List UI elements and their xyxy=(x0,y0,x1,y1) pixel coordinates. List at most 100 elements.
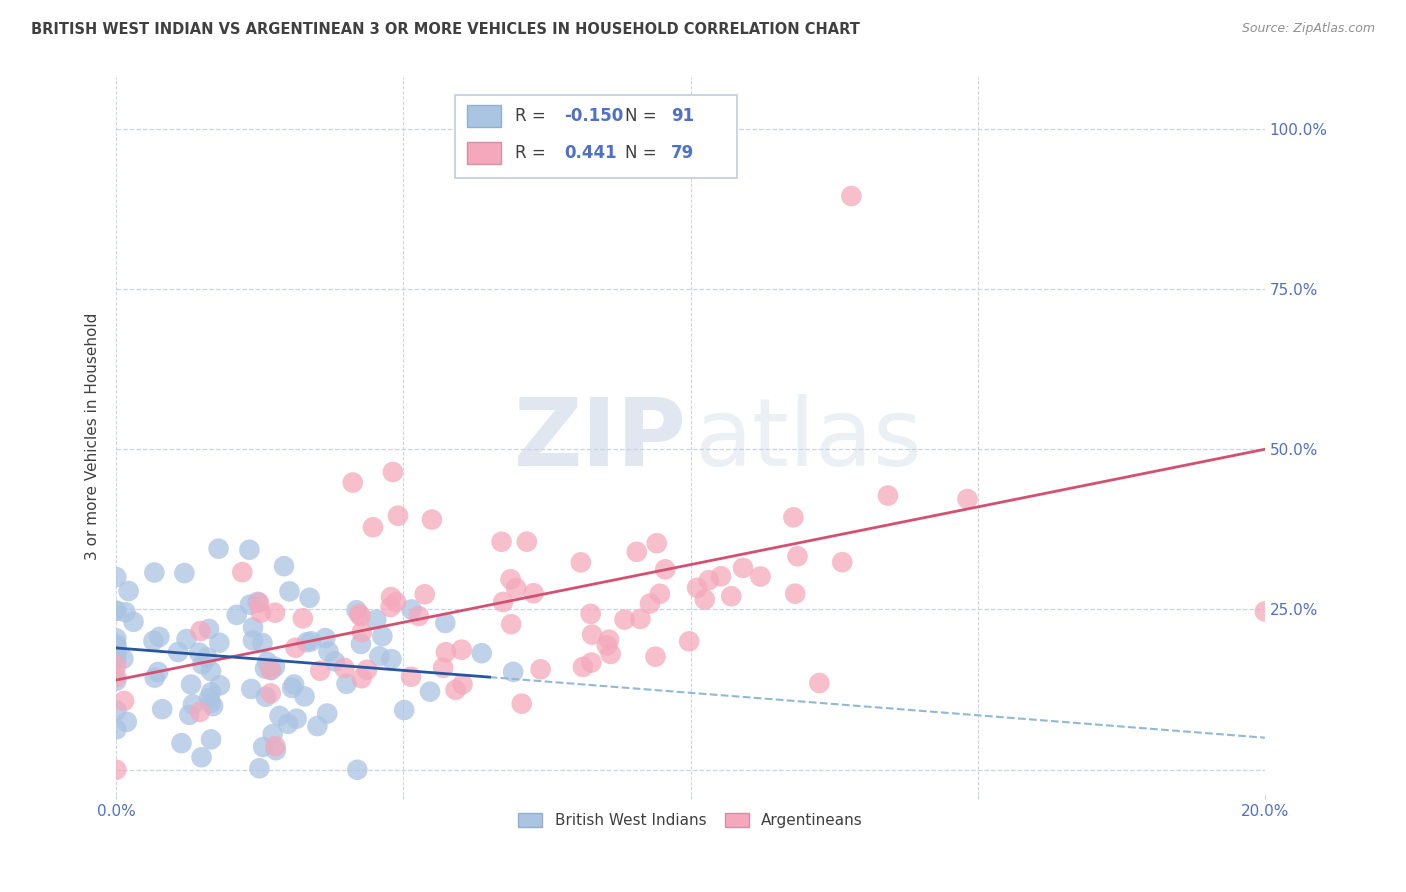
Text: 79: 79 xyxy=(671,144,695,161)
Point xyxy=(195,650,218,665)
Point xyxy=(208,636,231,650)
Point xyxy=(273,559,295,574)
Point xyxy=(599,647,621,661)
Point xyxy=(307,719,329,733)
Point xyxy=(381,465,404,479)
Point xyxy=(371,629,394,643)
Point xyxy=(253,662,276,676)
Text: 0.441: 0.441 xyxy=(564,144,617,161)
Point xyxy=(368,649,391,664)
Point xyxy=(569,555,592,569)
Point xyxy=(697,573,720,587)
Point xyxy=(471,646,494,660)
Point xyxy=(105,670,128,684)
Text: BRITISH WEST INDIAN VS ARGENTINEAN 3 OR MORE VEHICLES IN HOUSEHOLD CORRELATION C: BRITISH WEST INDIAN VS ARGENTINEAN 3 OR … xyxy=(31,22,860,37)
Point xyxy=(252,739,274,754)
Point xyxy=(298,591,321,605)
Point xyxy=(654,562,676,576)
Point xyxy=(105,658,128,673)
Text: R =: R = xyxy=(515,144,557,161)
Point xyxy=(105,723,128,737)
Point xyxy=(808,676,831,690)
Point xyxy=(451,677,474,691)
Point xyxy=(295,635,318,649)
Point xyxy=(502,665,524,679)
Point xyxy=(246,595,269,609)
Point xyxy=(269,709,291,723)
Point xyxy=(318,645,340,659)
Point xyxy=(167,645,190,659)
Point xyxy=(523,586,546,600)
Point xyxy=(626,545,648,559)
Point xyxy=(450,642,472,657)
Point xyxy=(105,637,128,651)
Point xyxy=(335,677,357,691)
Point xyxy=(686,581,709,595)
Point xyxy=(598,632,620,647)
Point xyxy=(188,646,211,660)
Point xyxy=(283,677,305,691)
Point xyxy=(408,609,430,624)
Point xyxy=(115,714,138,729)
Point xyxy=(401,602,423,616)
Point xyxy=(380,590,402,604)
Point xyxy=(181,698,204,712)
Text: 91: 91 xyxy=(671,107,695,125)
Point xyxy=(198,622,221,636)
Point xyxy=(399,670,422,684)
Point xyxy=(645,536,668,550)
Point xyxy=(238,542,260,557)
Point xyxy=(105,763,128,777)
Point xyxy=(200,685,222,699)
Point xyxy=(434,645,457,659)
Point xyxy=(112,694,135,708)
Point xyxy=(259,663,281,677)
Point xyxy=(122,615,145,629)
Point xyxy=(596,639,619,653)
Point xyxy=(143,566,166,580)
Point xyxy=(956,491,979,506)
Point xyxy=(786,549,808,564)
Point xyxy=(198,691,221,706)
Point xyxy=(281,681,304,695)
Point xyxy=(247,596,270,610)
Point xyxy=(678,634,700,648)
Point xyxy=(247,761,270,775)
Point xyxy=(841,189,863,203)
Point xyxy=(190,750,212,764)
Point xyxy=(114,605,136,619)
Point xyxy=(225,607,247,622)
Point xyxy=(264,606,287,620)
Point xyxy=(349,607,371,621)
Point xyxy=(252,636,274,650)
Point xyxy=(710,569,733,583)
Text: atlas: atlas xyxy=(695,394,922,486)
Point xyxy=(278,584,301,599)
Text: ZIP: ZIP xyxy=(515,394,688,486)
Point xyxy=(394,703,416,717)
Point xyxy=(207,541,229,556)
Point xyxy=(105,646,128,660)
Point xyxy=(350,625,373,640)
Point xyxy=(1254,604,1277,618)
Point xyxy=(294,690,316,704)
Point xyxy=(105,703,128,717)
Point xyxy=(516,534,538,549)
Point xyxy=(638,597,661,611)
Legend: British West Indians, Argentineans: British West Indians, Argentineans xyxy=(512,807,869,834)
Point xyxy=(380,652,402,666)
Point xyxy=(105,603,128,617)
Point xyxy=(648,587,671,601)
Point xyxy=(444,682,467,697)
Point xyxy=(356,663,378,677)
Point xyxy=(105,632,128,646)
Point xyxy=(105,653,128,667)
Point xyxy=(284,640,307,655)
Point xyxy=(581,627,603,641)
Point xyxy=(342,475,364,490)
Point xyxy=(143,671,166,685)
Point xyxy=(323,654,346,668)
Point xyxy=(491,534,513,549)
Point xyxy=(350,609,373,624)
Point xyxy=(831,555,853,569)
